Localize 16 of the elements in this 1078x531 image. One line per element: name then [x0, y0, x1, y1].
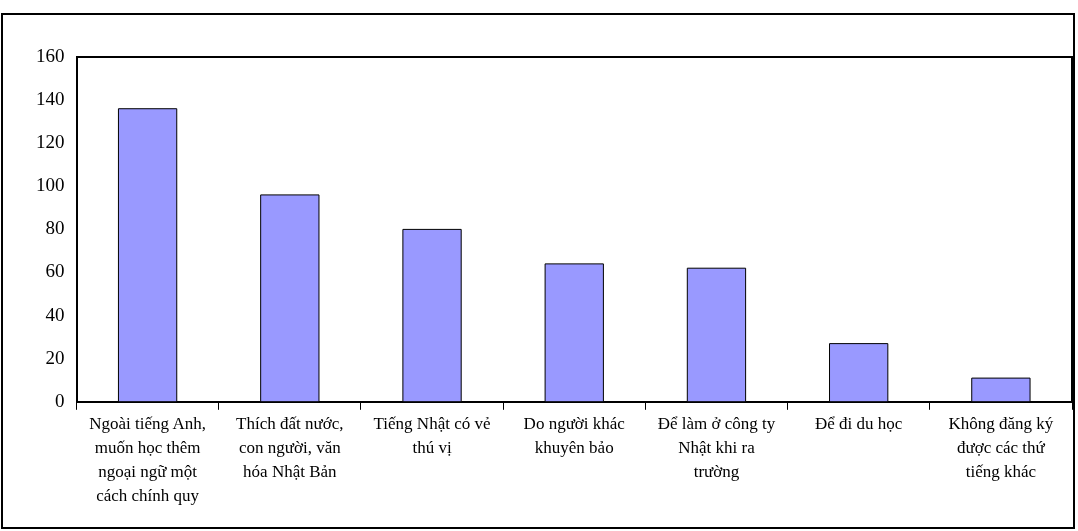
y-tick-label: 120	[36, 131, 65, 153]
y-tick-label: 80	[45, 217, 65, 239]
y-tick-label: 60	[45, 260, 65, 282]
x-tick-label: Tiếng Nhật có vẻ thú vị	[373, 414, 491, 457]
y-tick-label: 140	[36, 88, 65, 110]
x-tick-label: Để làm ở công ty Nhật khi ra trường	[657, 414, 776, 481]
x-tick-label: Ngoài tiếng Anh, muốn học thêm ngoại ngữ một cách chính quy	[89, 414, 206, 505]
x-tick-label: Do người khác khuyên bảo	[523, 414, 626, 457]
x-tick-label: Thích đất nước, con người, văn hóa Nhật Bản	[236, 414, 344, 481]
y-tick-label: 160	[36, 44, 65, 66]
x-tick-label: Để đi du học	[815, 414, 903, 434]
x-tick-label: Không đăng ký được các thứ tiếng khác	[948, 414, 1054, 481]
y-tick-label: 0	[55, 389, 65, 411]
y-tick-label: 20	[45, 346, 65, 368]
y-tick-label: 40	[45, 303, 65, 325]
y-tick-label: 100	[36, 174, 65, 196]
